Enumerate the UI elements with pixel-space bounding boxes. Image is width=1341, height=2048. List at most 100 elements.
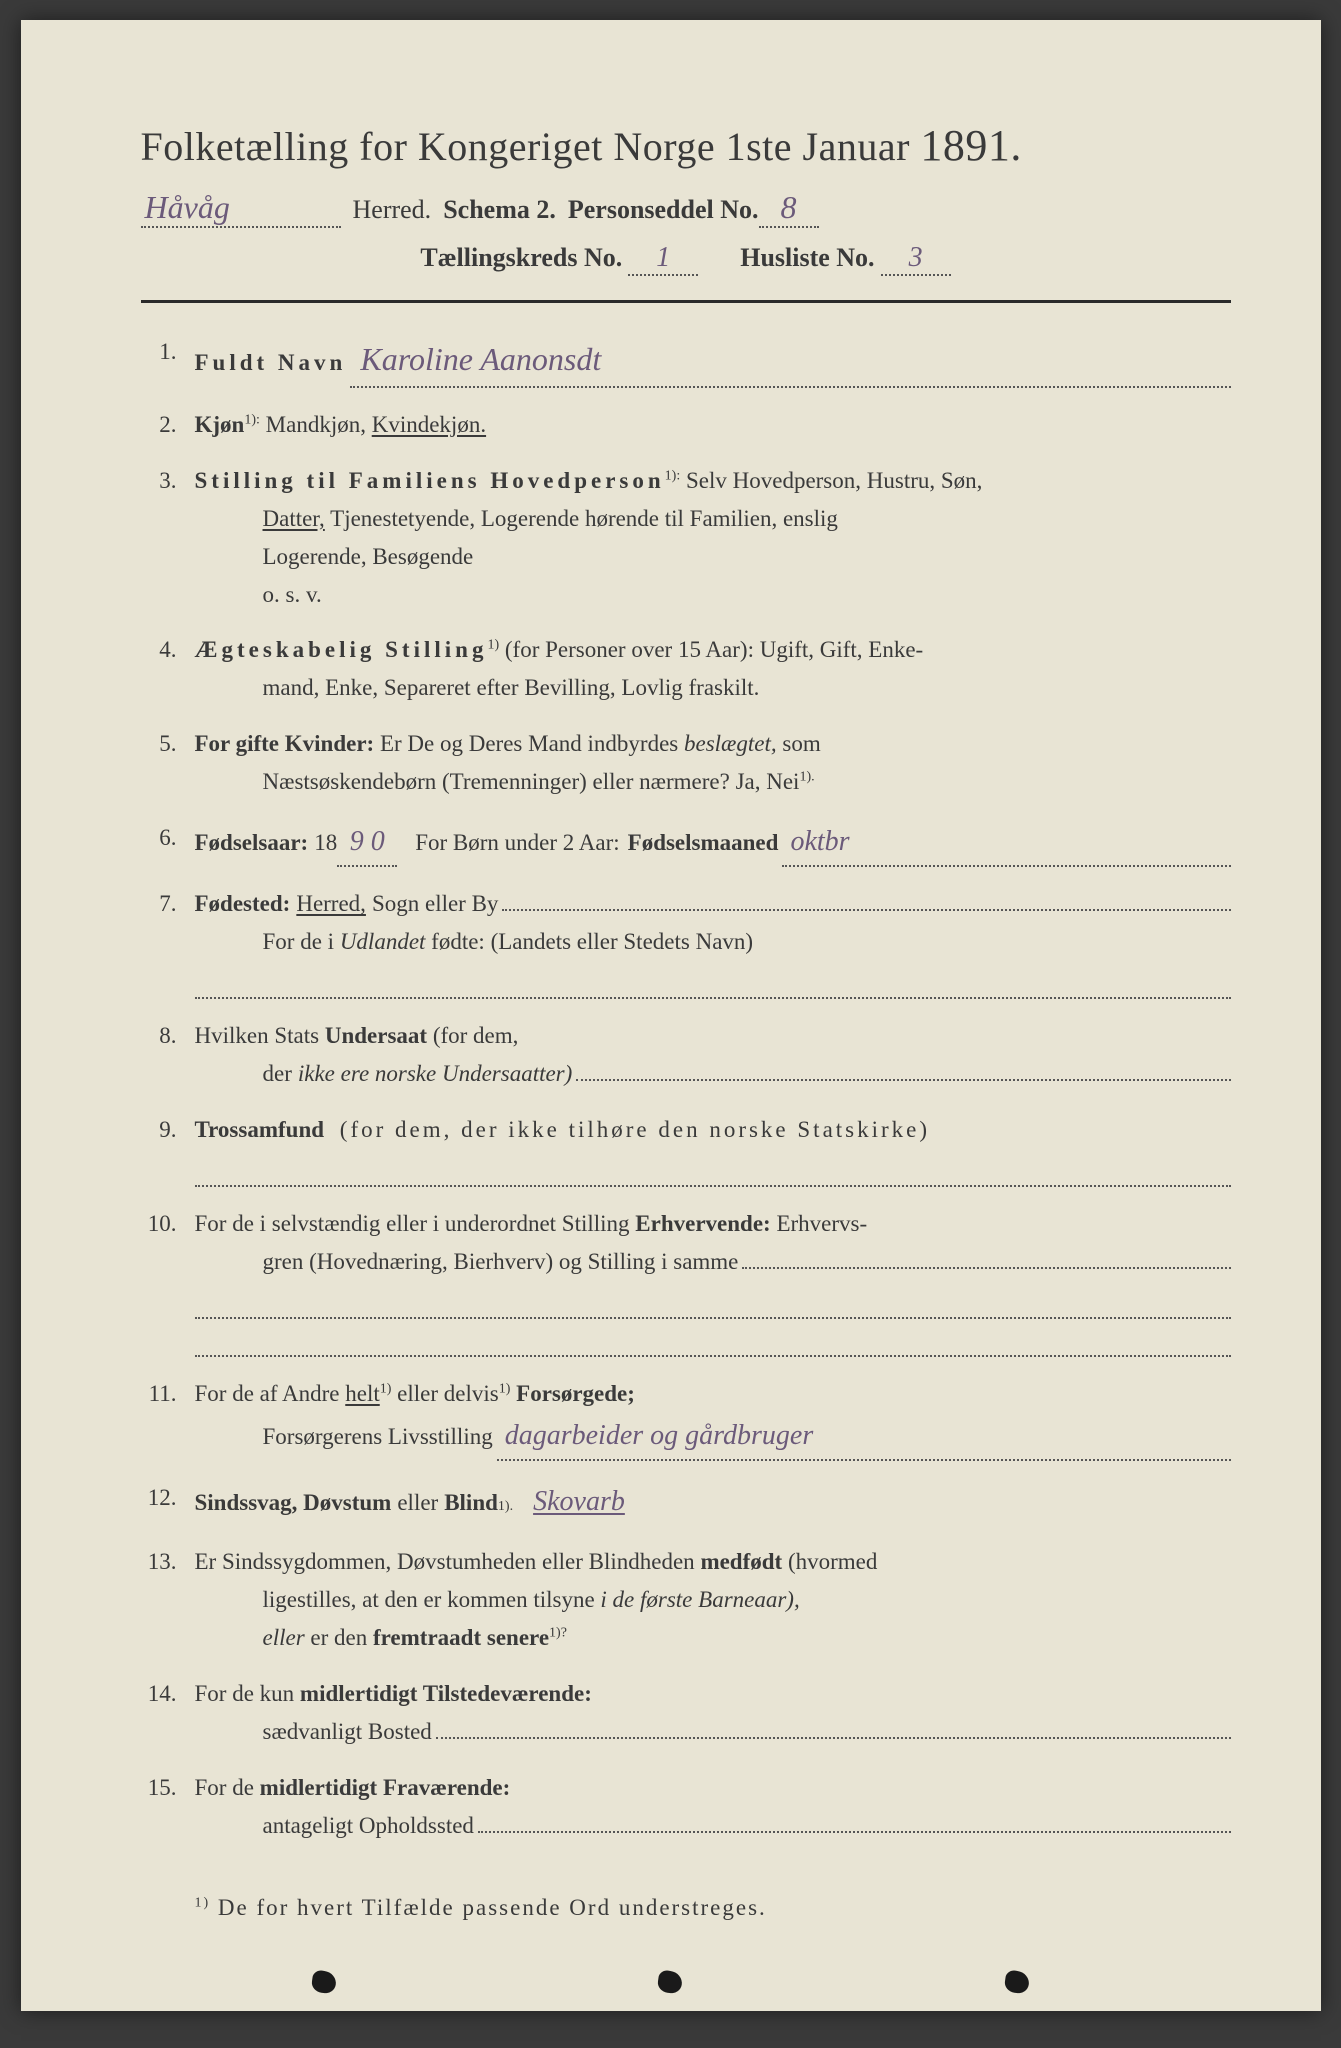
q13-text2a: ligestilles, at den er kommen tilsyne bbox=[263, 1587, 595, 1612]
item-1: 1. Fuldt Navn Karoline Aanonsdt bbox=[141, 333, 1231, 388]
header-row-2: Håvåg Herred. Schema 2. Personseddel No.… bbox=[141, 189, 1231, 228]
q7-fill bbox=[502, 887, 1230, 911]
personseddel-value: 8 bbox=[759, 189, 819, 228]
q11-sup1: 1) bbox=[380, 1381, 392, 1396]
item-3: 3. Stilling til Familiens Hovedperson1):… bbox=[141, 462, 1231, 614]
herred-label: Herred. bbox=[353, 195, 432, 225]
q9-label: Trossamfund bbox=[195, 1117, 325, 1142]
q13-text3a: eller bbox=[263, 1625, 305, 1650]
item-num-1: 1. bbox=[141, 333, 195, 388]
item-13: 13. Er Sindssygdommen, Døvstumheden elle… bbox=[141, 1543, 1231, 1657]
husliste-value: 3 bbox=[881, 242, 951, 276]
q7-line2a: For de i bbox=[263, 929, 335, 954]
item-num-11: 11. bbox=[141, 1375, 195, 1461]
q15-text1b: midlertidigt Fraværende: bbox=[260, 1775, 511, 1800]
q14-fill bbox=[436, 1715, 1231, 1739]
q13-sup: 1)? bbox=[549, 1626, 567, 1641]
husliste-label: Husliste No. bbox=[740, 243, 874, 273]
item-6: 6. Fødselsaar: 189 0 For Børn under 2 Aa… bbox=[141, 819, 1231, 867]
q8-line1c: (for dem, bbox=[433, 1023, 519, 1048]
item-num-8: 8. bbox=[141, 1017, 195, 1093]
q4-text1: (for Personer over 15 Aar): Ugift, Gift,… bbox=[505, 637, 923, 662]
item-9: 9. Trossamfund (for dem, der ikke tilhør… bbox=[141, 1111, 1231, 1187]
item-num-7: 7. bbox=[141, 885, 195, 999]
q13-text2b: i de første Barneaar), bbox=[600, 1587, 799, 1612]
q7-herred: Herred, bbox=[296, 885, 366, 923]
q10-blank-line2 bbox=[195, 1323, 1231, 1357]
item-num-5: 5. bbox=[141, 725, 195, 801]
q6-label1: Fødselsaar: bbox=[195, 824, 309, 862]
item-num-2: 2. bbox=[141, 406, 195, 444]
q4-sup: 1) bbox=[487, 638, 499, 653]
footnote: 1) De for hvert Tilfælde passende Ord un… bbox=[141, 1895, 1231, 1921]
item-4: 4. Ægteskabelig Stilling1) (for Personer… bbox=[141, 631, 1231, 707]
item-num-9: 9. bbox=[141, 1111, 195, 1187]
q10-text1c: Erhvervs- bbox=[776, 1211, 867, 1236]
q8-line1a: Hvilken Stats bbox=[195, 1023, 320, 1048]
q7-text: Sogn eller By bbox=[372, 885, 499, 923]
q5-sup2: 1). bbox=[799, 770, 814, 785]
q12-sup: 1). bbox=[498, 1495, 513, 1518]
q5-ital1: beslægtet, bbox=[684, 731, 777, 756]
divider bbox=[141, 300, 1231, 303]
item-num-3: 3. bbox=[141, 462, 195, 614]
q13-text1b: medfødt bbox=[700, 1549, 782, 1574]
title-year: 1891. bbox=[920, 121, 1022, 170]
q11-text1b: eller delvis bbox=[397, 1381, 499, 1406]
q11-sup2: 1) bbox=[499, 1381, 511, 1396]
q8-line2b: ikke ere norske Undersaatter) bbox=[298, 1055, 572, 1093]
q10-blank-line1 bbox=[195, 1285, 1231, 1319]
item-5: 5. For gifte Kvinder: Er De og Deres Man… bbox=[141, 725, 1231, 801]
q2-sup: 1): bbox=[244, 412, 260, 427]
q4-label: Ægteskabelig Stilling bbox=[195, 637, 488, 662]
item-11: 11. For de af Andre helt1) eller delvis1… bbox=[141, 1375, 1231, 1461]
kreds-value: 1 bbox=[628, 242, 698, 276]
punch-holes bbox=[21, 1971, 1321, 1993]
item-num-14: 14. bbox=[141, 1675, 195, 1751]
footnote-text: De for hvert Tilfælde passende Ord under… bbox=[218, 1895, 767, 1920]
q6-year-prefix: 18 bbox=[314, 824, 337, 862]
q12-value: Skovarb bbox=[533, 1479, 625, 1525]
q10-text1a: For de i selvstændig eller i underordnet… bbox=[195, 1211, 630, 1236]
personseddel-label: Personseddel No. bbox=[568, 195, 759, 225]
q6-month-val: oktbr bbox=[782, 819, 1230, 867]
q7-line2c: fødte: (Landets eller Stedets Navn) bbox=[431, 929, 753, 954]
q5-text1b: som bbox=[782, 731, 820, 756]
item-8: 8. Hvilken Stats Undersaat (for dem, der… bbox=[141, 1017, 1231, 1093]
q12-label: Sindssvag, Døvstum bbox=[195, 1484, 392, 1522]
q3-label: Stilling til Familiens Hovedperson bbox=[195, 468, 665, 493]
item-num-15: 15. bbox=[141, 1769, 195, 1845]
q15-text2: antageligt Opholdssted bbox=[263, 1807, 474, 1845]
q13-text3b: er den bbox=[310, 1625, 367, 1650]
q3-line3: Logerende, Besøgende bbox=[263, 544, 474, 569]
item-10: 10. For de i selvstændig eller i underor… bbox=[141, 1205, 1231, 1357]
item-num-6: 6. bbox=[141, 819, 195, 867]
item-15: 15. For de midlertidigt Fraværende: anta… bbox=[141, 1769, 1231, 1845]
kreds-label: Tællingskreds No. bbox=[420, 243, 622, 273]
q1-label: Fuldt Navn bbox=[195, 344, 347, 382]
q6-label3: Fødselsmaaned bbox=[628, 824, 779, 862]
item-7: 7. Fødested: Herred, Sogn eller By For d… bbox=[141, 885, 1231, 999]
q10-text2: gren (Hovednæring, Bierhverv) og Stillin… bbox=[263, 1243, 739, 1281]
q2-opt2: Kvindekjøn. bbox=[372, 412, 486, 437]
footnote-sup: 1) bbox=[195, 1895, 211, 1910]
item-2: 2. Kjøn1): Mandkjøn, Kvindekjøn. bbox=[141, 406, 1231, 444]
q15-text1a: For de bbox=[195, 1775, 254, 1800]
q9-blank-line bbox=[195, 1153, 1231, 1187]
q12-text: eller bbox=[397, 1484, 438, 1522]
q3-line2a: Tjenestetyende, Logerende hørende til Fa… bbox=[330, 506, 838, 531]
q11-value: dagarbeider og gårdbruger bbox=[497, 1413, 1231, 1461]
herred-value: Håvåg bbox=[141, 189, 341, 228]
q13-text1c: (hvormed bbox=[788, 1549, 877, 1574]
form-items: 1. Fuldt Navn Karoline Aanonsdt 2. Kjøn1… bbox=[141, 333, 1231, 1845]
q13-text3c: fremtraadt senere bbox=[373, 1625, 549, 1650]
q11-text1a: For de af Andre bbox=[195, 1381, 340, 1406]
header-row-3: Tællingskreds No. 1 Husliste No. 3 bbox=[141, 242, 1231, 276]
item-14: 14. For de kun midlertidigt Tilstedevære… bbox=[141, 1675, 1231, 1751]
item-num-13: 13. bbox=[141, 1543, 195, 1657]
q5-text1: Er De og Deres Mand indbyrdes bbox=[380, 731, 678, 756]
q14-text1b: midlertidigt Tilstedeværende: bbox=[300, 1681, 592, 1706]
q8-line1b: Undersaat bbox=[325, 1023, 427, 1048]
q1-value: Karoline Aanonsdt bbox=[350, 333, 1230, 388]
q14-text2: sædvanligt Bosted bbox=[263, 1713, 432, 1751]
